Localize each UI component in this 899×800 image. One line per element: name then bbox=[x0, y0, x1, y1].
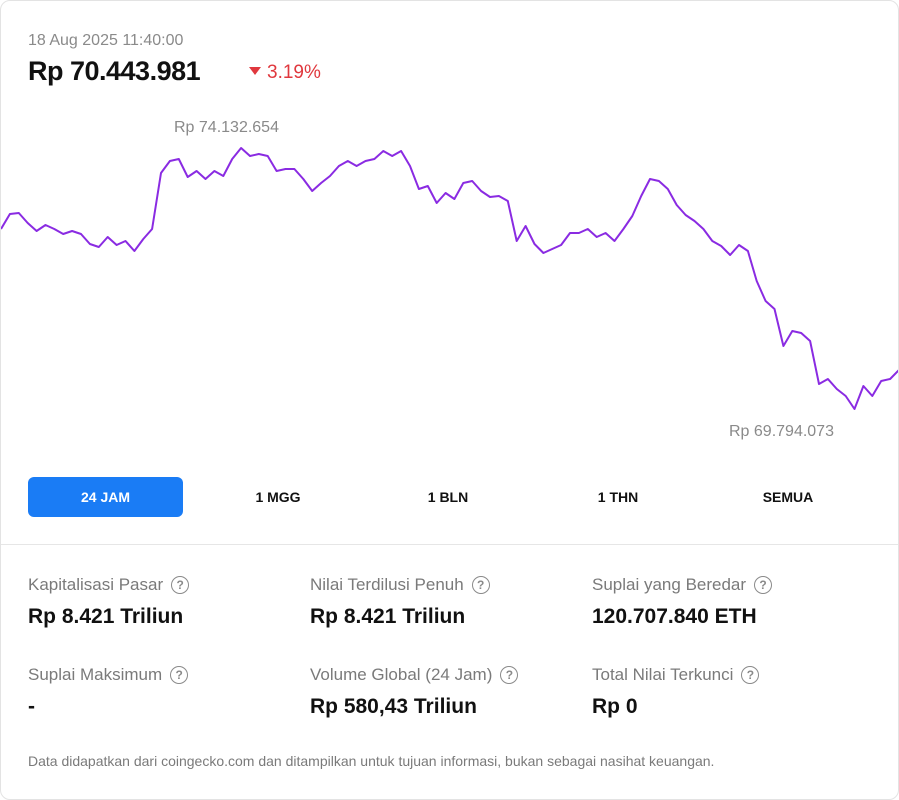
range-tab[interactable]: SEMUA bbox=[762, 489, 814, 505]
low-label: Rp 69.794.073 bbox=[729, 423, 834, 440]
stat-value: - bbox=[28, 695, 35, 718]
range-tab[interactable]: 1 BLN bbox=[427, 489, 469, 505]
stat-label: Suplai Maksimum? bbox=[28, 665, 298, 685]
help-icon[interactable]: ? bbox=[170, 666, 189, 684]
range-tab[interactable]: 1 MGG bbox=[255, 489, 301, 505]
stat-value: Rp 8.421 Triliun bbox=[28, 605, 184, 628]
help-icon[interactable]: ? bbox=[754, 576, 773, 594]
stat-label-text: Suplai Maksimum bbox=[28, 665, 163, 684]
help-icon[interactable]: ? bbox=[471, 576, 490, 594]
stat-label: Volume Global (24 Jam)? bbox=[310, 665, 580, 685]
help-icon[interactable]: ? bbox=[741, 666, 760, 684]
price: Rp 70.443.981 bbox=[28, 56, 201, 86]
stat: Suplai Maksimum? - bbox=[28, 665, 298, 719]
stat-value: Rp 8.421 Triliun bbox=[310, 605, 466, 628]
range-tabs: 24 JAM 1 MGG 1 BLN 1 THN SEMUA bbox=[28, 477, 873, 517]
stat-label: Nilai Terdilusi Penuh? bbox=[310, 575, 580, 595]
stat: Suplai yang Beredar? 120.707.840 ETH bbox=[592, 575, 862, 629]
stat-label-text: Nilai Terdilusi Penuh bbox=[310, 575, 464, 594]
help-icon[interactable]: ? bbox=[500, 666, 519, 684]
price-line bbox=[1, 147, 898, 410]
range-tab[interactable]: 1 THN bbox=[597, 489, 639, 505]
change: 3.19% bbox=[249, 62, 321, 84]
help-icon[interactable]: ? bbox=[171, 576, 190, 594]
stat-value: Rp 0 bbox=[592, 695, 638, 718]
stat-label-text: Volume Global (24 Jam) bbox=[310, 665, 493, 684]
stat-label: Kapitalisasi Pasar? bbox=[28, 575, 298, 595]
stat-label-text: Total Nilai Terkunci bbox=[592, 665, 734, 684]
down-arrow bbox=[249, 67, 261, 75]
chart bbox=[1, 147, 898, 410]
stat-label: Total Nilai Terkunci? bbox=[592, 665, 862, 685]
stat: Nilai Terdilusi Penuh? Rp 8.421 Triliun bbox=[310, 575, 580, 629]
datetime: 18 Aug 2025 11:40:00 bbox=[28, 32, 184, 49]
stat: Volume Global (24 Jam)? Rp 580,43 Triliun bbox=[310, 665, 580, 719]
stat-value: 120.707.840 ETH bbox=[592, 605, 757, 628]
stat: Total Nilai Terkunci? Rp 0 bbox=[592, 665, 862, 719]
stat-label: Suplai yang Beredar? bbox=[592, 575, 862, 595]
divider bbox=[1, 544, 898, 545]
range-tab[interactable]: 24 JAM bbox=[28, 477, 183, 517]
stat-label-text: Kapitalisasi Pasar bbox=[28, 575, 164, 594]
stat: Kapitalisasi Pasar? Rp 8.421 Triliun bbox=[28, 575, 298, 629]
stat-value: Rp 580,43 Triliun bbox=[310, 695, 477, 718]
stat-label-text: Suplai yang Beredar bbox=[592, 575, 747, 594]
change-value: 3.19% bbox=[267, 62, 321, 83]
footer-note: Data didapatkan dari coingecko.com dan d… bbox=[28, 753, 715, 769]
high-label: Rp 74.132.654 bbox=[174, 119, 279, 136]
